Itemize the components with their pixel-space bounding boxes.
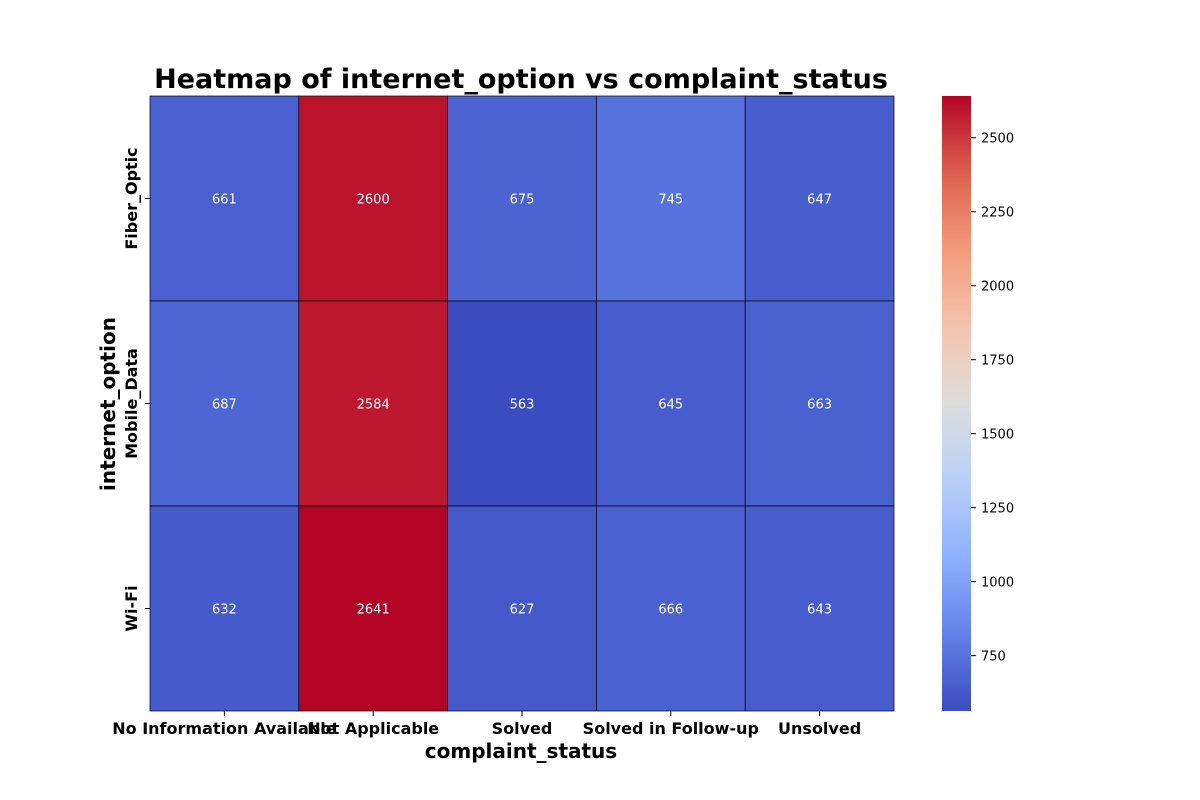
cell-value-label: 632 xyxy=(212,603,237,618)
y-axis-label: internet_option xyxy=(96,317,120,491)
heatmap-cell xyxy=(744,95,895,302)
heatmap-cell xyxy=(447,300,597,507)
heatmap-cell xyxy=(596,505,746,712)
colorbar-tick-label: 1250 xyxy=(981,502,1014,517)
cell-value-label: 2584 xyxy=(357,398,390,413)
heatmap-cell xyxy=(447,95,597,302)
cell-value-label: 643 xyxy=(807,603,832,618)
heatmap-cell xyxy=(298,505,448,712)
cell-value-label: 563 xyxy=(510,398,535,413)
cell-value-label: 666 xyxy=(658,603,683,618)
cell-value-label: 645 xyxy=(658,398,683,413)
colorbar-tick-label: 2000 xyxy=(981,280,1014,295)
heatmap-cell xyxy=(447,505,597,712)
y-tick-label: Fiber_Optic xyxy=(122,147,141,249)
x-tick-label: Not Applicable xyxy=(307,719,439,738)
heatmap-cell xyxy=(744,505,895,712)
x-tick-label: Solved xyxy=(492,719,553,738)
heatmap-cell xyxy=(298,95,448,302)
heatmap-cell xyxy=(744,300,895,507)
cell-value-label: 2600 xyxy=(357,193,390,208)
heatmap-cell xyxy=(149,300,300,507)
colorbar: 750 1000 1250 1500 1750 2000 2250 2500 xyxy=(942,96,1014,711)
heatmap-cell xyxy=(149,95,300,302)
cell-value-label: 2641 xyxy=(357,603,390,618)
x-tick-label: Solved in Follow-up xyxy=(583,719,759,738)
x-tick-label: No Information Available xyxy=(112,719,336,738)
cell-value-label: 661 xyxy=(212,193,237,208)
x-tick-label: Unsolved xyxy=(778,719,861,738)
colorbar-tick-label: 750 xyxy=(981,650,1006,665)
colorbar-tick-label: 1500 xyxy=(981,428,1014,443)
y-tick-label: Mobile_Data xyxy=(122,348,141,459)
colorbar-tick-label: 1000 xyxy=(981,576,1014,591)
heatmap-cell xyxy=(298,300,448,507)
x-axis-label: complaint_status xyxy=(425,739,617,763)
cell-value-label: 687 xyxy=(212,398,237,413)
y-tick-label: Wi-Fi xyxy=(122,585,141,631)
cell-value-label: 627 xyxy=(510,603,535,618)
cell-value-label: 663 xyxy=(807,398,832,413)
heatmap-cell xyxy=(596,95,746,302)
colorbar-tick-label: 2250 xyxy=(981,206,1014,221)
cell-value-label: 745 xyxy=(658,193,683,208)
colorbar-gradient xyxy=(942,96,971,711)
heatmap-cells: 661 2600 675 745 647 687 2584 563 645 663 632 2641 6… xyxy=(149,95,895,712)
cell-value-label: 647 xyxy=(807,193,832,208)
cell-value-label: 675 xyxy=(510,193,535,208)
colorbar-tick-label: 2500 xyxy=(981,132,1014,147)
chart-title: Heatmap of internet_option vs complaint_… xyxy=(154,64,888,95)
y-axis-ticks: Fiber_Optic Mobile_Data Wi-Fi xyxy=(122,147,150,632)
colorbar-tick-label: 1750 xyxy=(981,354,1014,369)
